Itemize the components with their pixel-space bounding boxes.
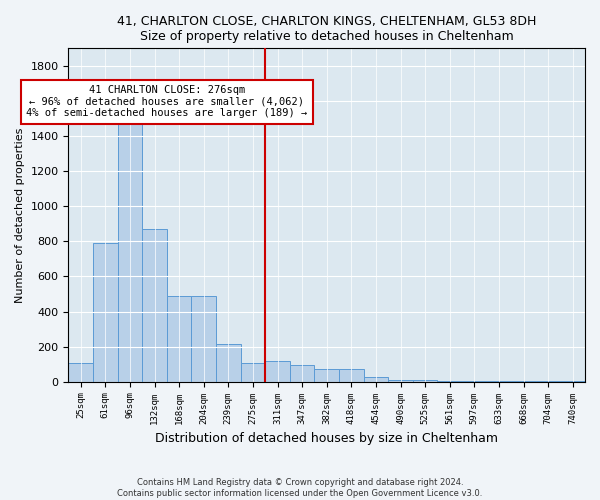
Bar	[437, 381, 462, 382]
Bar	[93, 243, 118, 382]
Bar	[413, 380, 437, 382]
Bar	[265, 360, 290, 382]
Bar	[511, 381, 536, 382]
Bar	[118, 112, 142, 382]
Y-axis label: Number of detached properties: Number of detached properties	[15, 128, 25, 302]
Bar	[364, 378, 388, 382]
Bar	[536, 381, 560, 382]
Bar	[487, 381, 511, 382]
Bar	[314, 368, 339, 382]
Bar	[241, 364, 265, 382]
X-axis label: Distribution of detached houses by size in Cheltenham: Distribution of detached houses by size …	[155, 432, 498, 445]
Bar	[388, 380, 413, 382]
Bar	[68, 364, 93, 382]
Text: Contains HM Land Registry data © Crown copyright and database right 2024.
Contai: Contains HM Land Registry data © Crown c…	[118, 478, 482, 498]
Bar	[191, 296, 216, 382]
Bar	[339, 370, 364, 382]
Bar	[462, 381, 487, 382]
Title: 41, CHARLTON CLOSE, CHARLTON KINGS, CHELTENHAM, GL53 8DH
Size of property relati: 41, CHARLTON CLOSE, CHARLTON KINGS, CHEL…	[117, 15, 536, 43]
Bar	[290, 365, 314, 382]
Bar	[167, 296, 191, 382]
Bar	[142, 229, 167, 382]
Bar	[216, 344, 241, 382]
Text: 41 CHARLTON CLOSE: 276sqm
← 96% of detached houses are smaller (4,062)
4% of sem: 41 CHARLTON CLOSE: 276sqm ← 96% of detac…	[26, 85, 307, 118]
